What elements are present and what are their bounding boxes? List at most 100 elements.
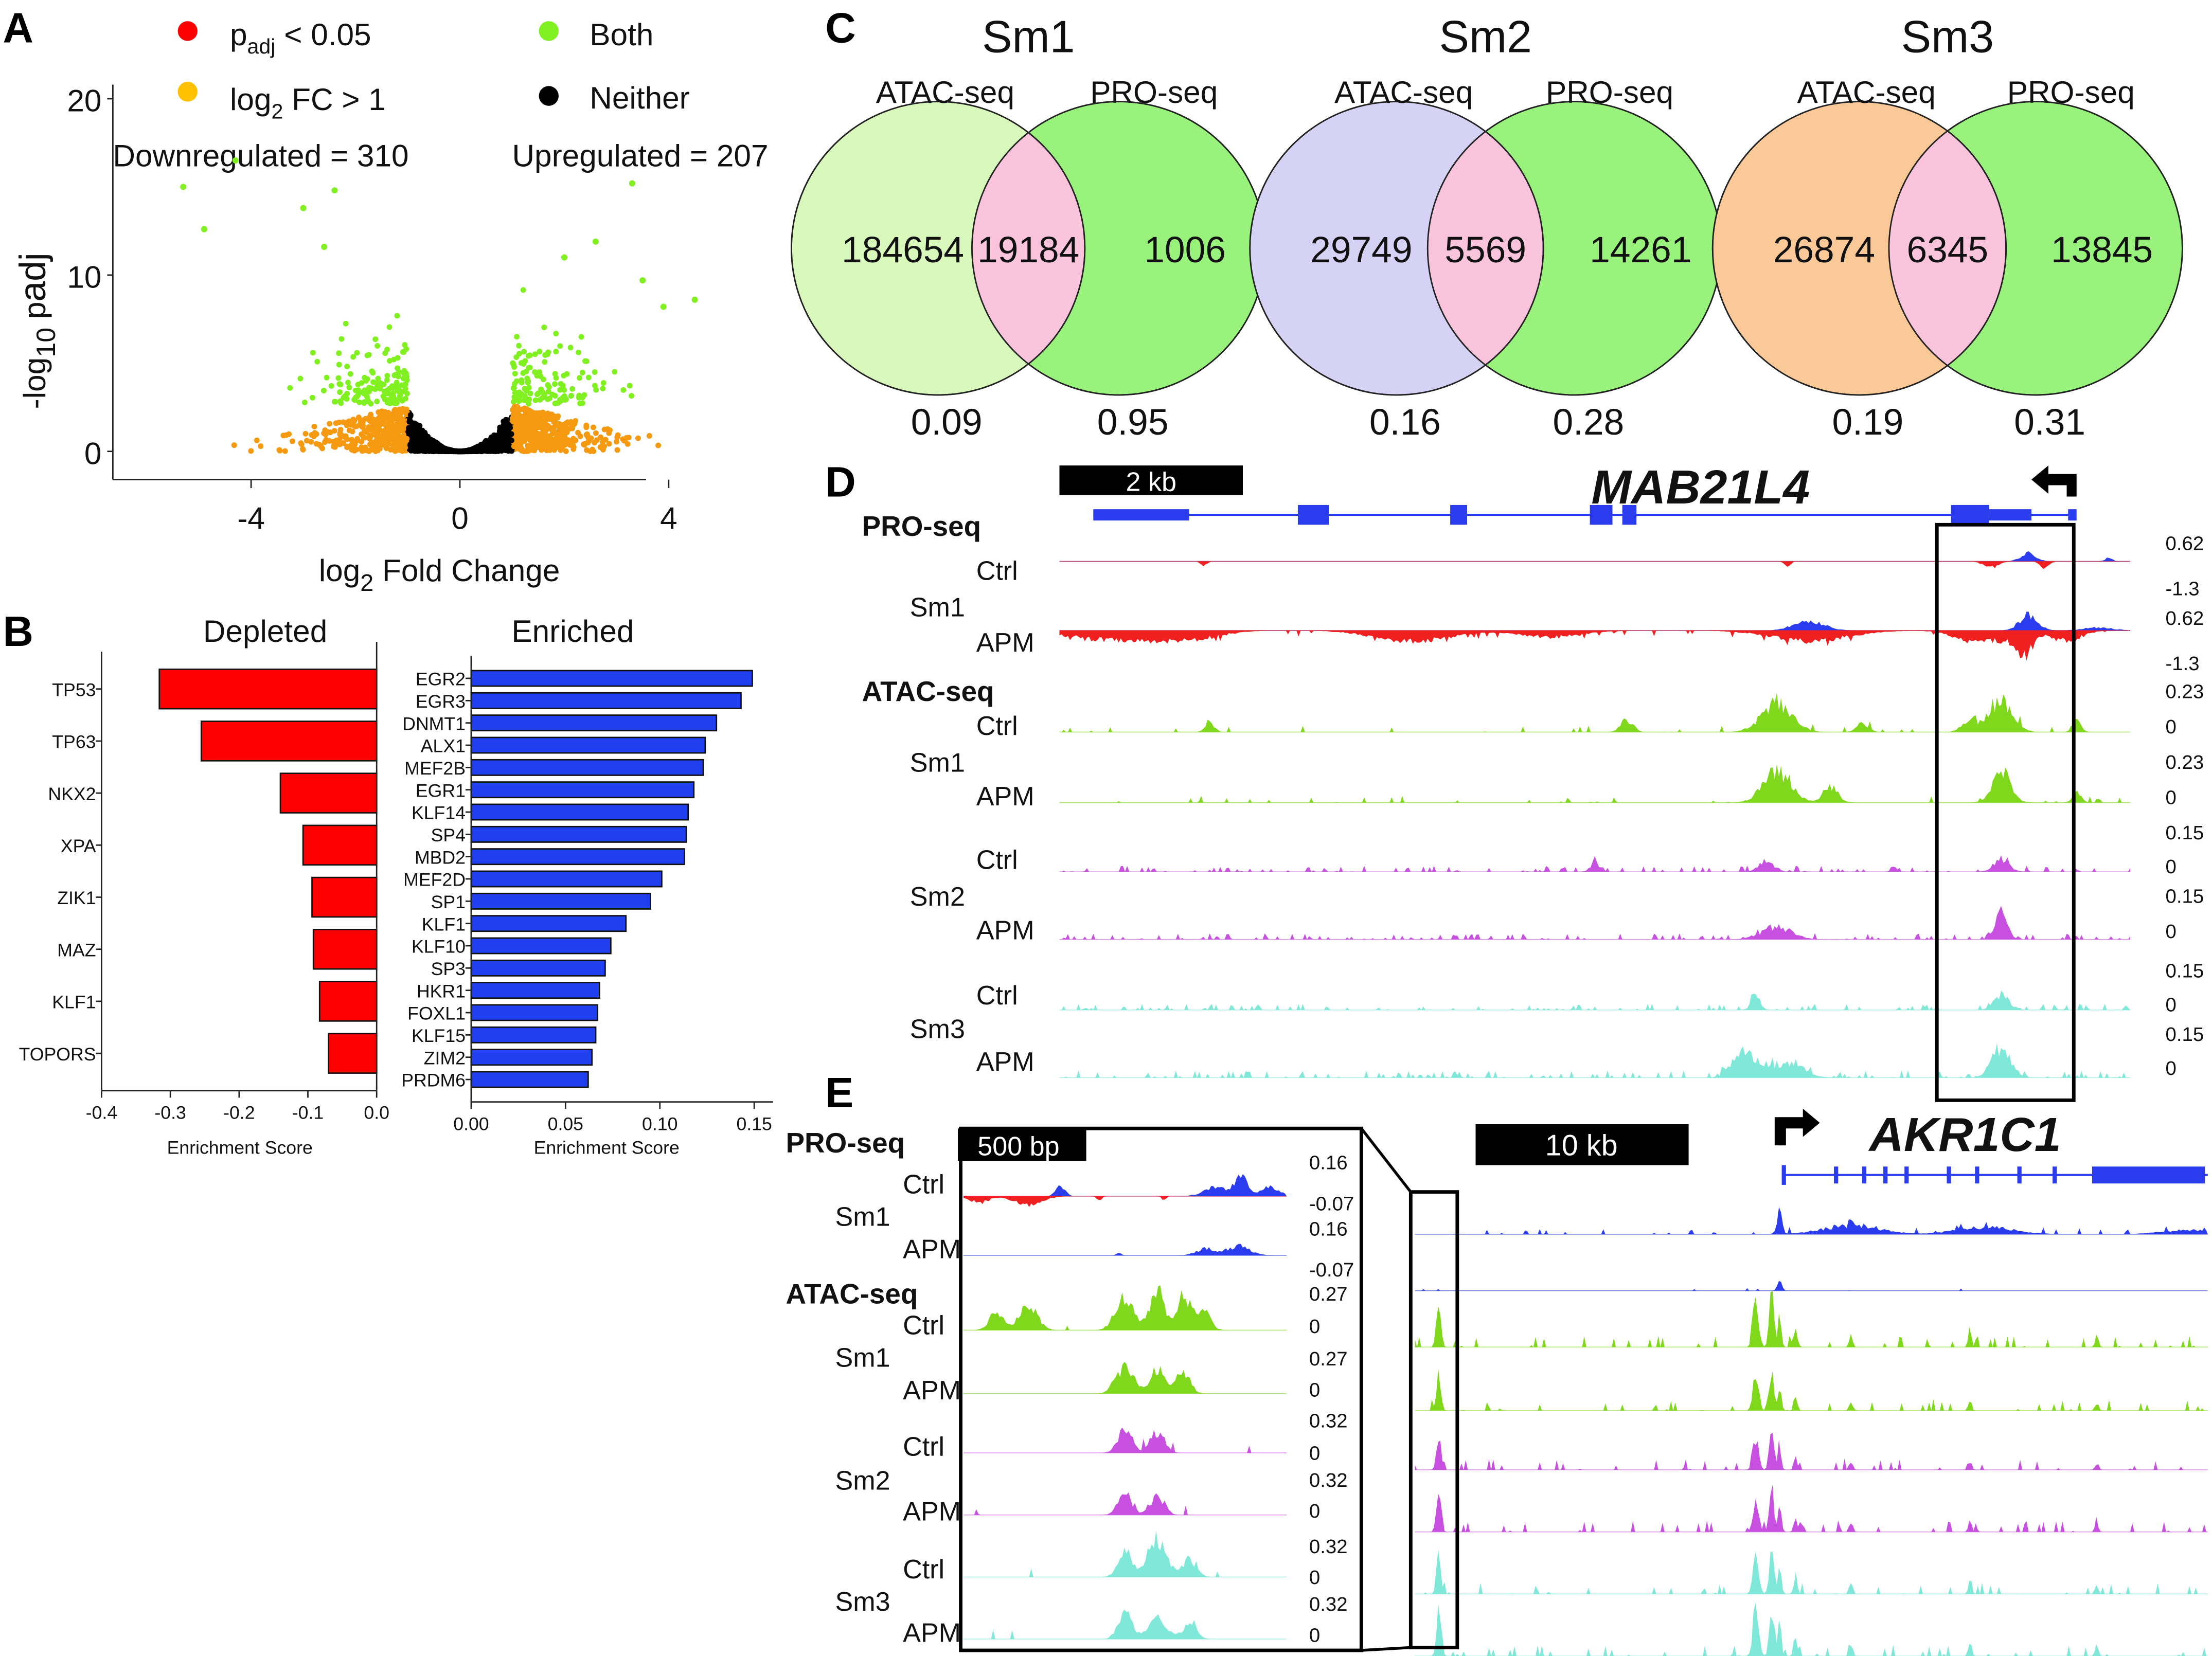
data-point <box>396 387 402 393</box>
bar-zik1 <box>311 876 378 918</box>
zoom-connector-bottom <box>1361 1646 1411 1652</box>
data-point <box>232 157 239 164</box>
venn-left-fraction: 0.19 <box>1832 402 1903 443</box>
data-point <box>615 432 621 438</box>
data-point <box>567 442 573 448</box>
data-point <box>592 383 598 389</box>
data-point <box>358 421 364 427</box>
venn-right-fraction: 0.31 <box>2014 402 2085 443</box>
atac-seq-signal <box>964 1609 1287 1640</box>
data-point <box>343 320 349 327</box>
track-label: Ctrl <box>976 981 1018 1011</box>
atac-seq-signal <box>964 1529 1287 1577</box>
data-point <box>518 421 524 427</box>
sample-group-label: Sm2 <box>835 1466 890 1496</box>
data-point <box>577 375 583 381</box>
data-point <box>258 443 264 449</box>
data-point <box>520 415 526 421</box>
track-scale-max: 0.16 <box>1309 1152 1348 1174</box>
category-label: MBD2 <box>415 847 466 868</box>
data-point <box>254 437 260 443</box>
data-point <box>282 448 288 454</box>
data-point <box>302 430 309 437</box>
atac-seq-signal <box>1415 1603 2208 1656</box>
pro-seq-header-e: PRO-seq <box>786 1127 905 1159</box>
category-label: ALX1 <box>421 736 466 757</box>
data-point <box>367 415 373 421</box>
atac-seq-header-d: ATAC-seq <box>862 675 994 707</box>
bar-alx1 <box>470 736 706 754</box>
data-point <box>276 447 282 453</box>
data-point <box>552 381 558 387</box>
atac-seq-signal <box>1059 991 2130 1010</box>
data-point <box>344 436 350 442</box>
data-point <box>532 351 538 357</box>
data-point <box>557 343 563 349</box>
data-point <box>366 448 372 454</box>
data-point <box>510 385 516 391</box>
data-point <box>386 423 393 429</box>
gene-exon <box>1781 1165 1786 1185</box>
track-scale-max: 0.15 <box>2166 1023 2204 1046</box>
data-point <box>516 441 522 447</box>
data-point <box>606 430 612 436</box>
bar-zim2 <box>470 1049 593 1066</box>
legend-label-neither: Neither <box>590 80 689 115</box>
data-point <box>520 448 526 454</box>
data-point <box>590 446 595 453</box>
volcano-ticks: -4 0 4 0 10 20 <box>67 83 677 536</box>
data-point <box>201 226 207 232</box>
data-point <box>337 398 343 404</box>
pro-seq-plus-strand <box>1415 1207 2208 1234</box>
data-point <box>356 399 363 405</box>
atac-seq-signal <box>1059 855 2130 872</box>
upregulated-annotation: Upregulated = 207 <box>512 138 768 173</box>
depleted-title: Depleted <box>203 614 327 649</box>
data-point <box>380 409 386 415</box>
data-point <box>332 444 338 450</box>
data-point <box>314 358 320 365</box>
data-point <box>577 400 583 406</box>
sample-group-label: Sm2 <box>910 882 965 912</box>
atac-seq-header-e: ATAC-seq <box>786 1277 918 1309</box>
track-scale-max: 0.27 <box>1309 1348 1348 1370</box>
downregulated-annotation: Downregulated = 310 <box>113 138 408 173</box>
data-point <box>561 254 567 261</box>
bar-mbd2 <box>470 848 685 866</box>
data-point <box>639 277 646 284</box>
data-point <box>396 369 402 375</box>
data-point <box>530 443 536 449</box>
track-label: Ctrl <box>903 1311 944 1341</box>
data-point <box>621 438 627 444</box>
track-scale-min: 0 <box>2166 856 2177 878</box>
data-point <box>352 387 359 393</box>
data-point <box>545 388 551 394</box>
data-point <box>370 379 377 385</box>
data-point <box>620 387 627 393</box>
data-point <box>606 441 612 447</box>
data-point <box>397 391 403 398</box>
data-point <box>393 444 399 450</box>
data-point <box>324 374 330 381</box>
sample-group-label: Sm3 <box>835 1587 890 1617</box>
data-point <box>374 343 381 349</box>
data-point <box>402 395 408 402</box>
category-label: HKR1 <box>417 981 466 1001</box>
data-point <box>337 389 343 395</box>
data-point <box>559 444 565 450</box>
data-point <box>365 398 371 404</box>
data-point <box>313 441 319 447</box>
data-point <box>522 430 528 437</box>
bar-sp3 <box>470 959 606 977</box>
venn-right-fraction: 0.95 <box>1097 402 1169 443</box>
data-point <box>401 429 407 436</box>
data-point <box>573 437 579 443</box>
data-point <box>391 372 398 379</box>
data-point <box>407 412 414 418</box>
data-point <box>581 392 587 398</box>
data-point <box>520 287 526 293</box>
category-label: TP63 <box>52 732 96 752</box>
venn-left-label: ATAC-seq <box>1334 75 1473 110</box>
data-point <box>370 370 376 376</box>
data-point <box>298 441 305 447</box>
